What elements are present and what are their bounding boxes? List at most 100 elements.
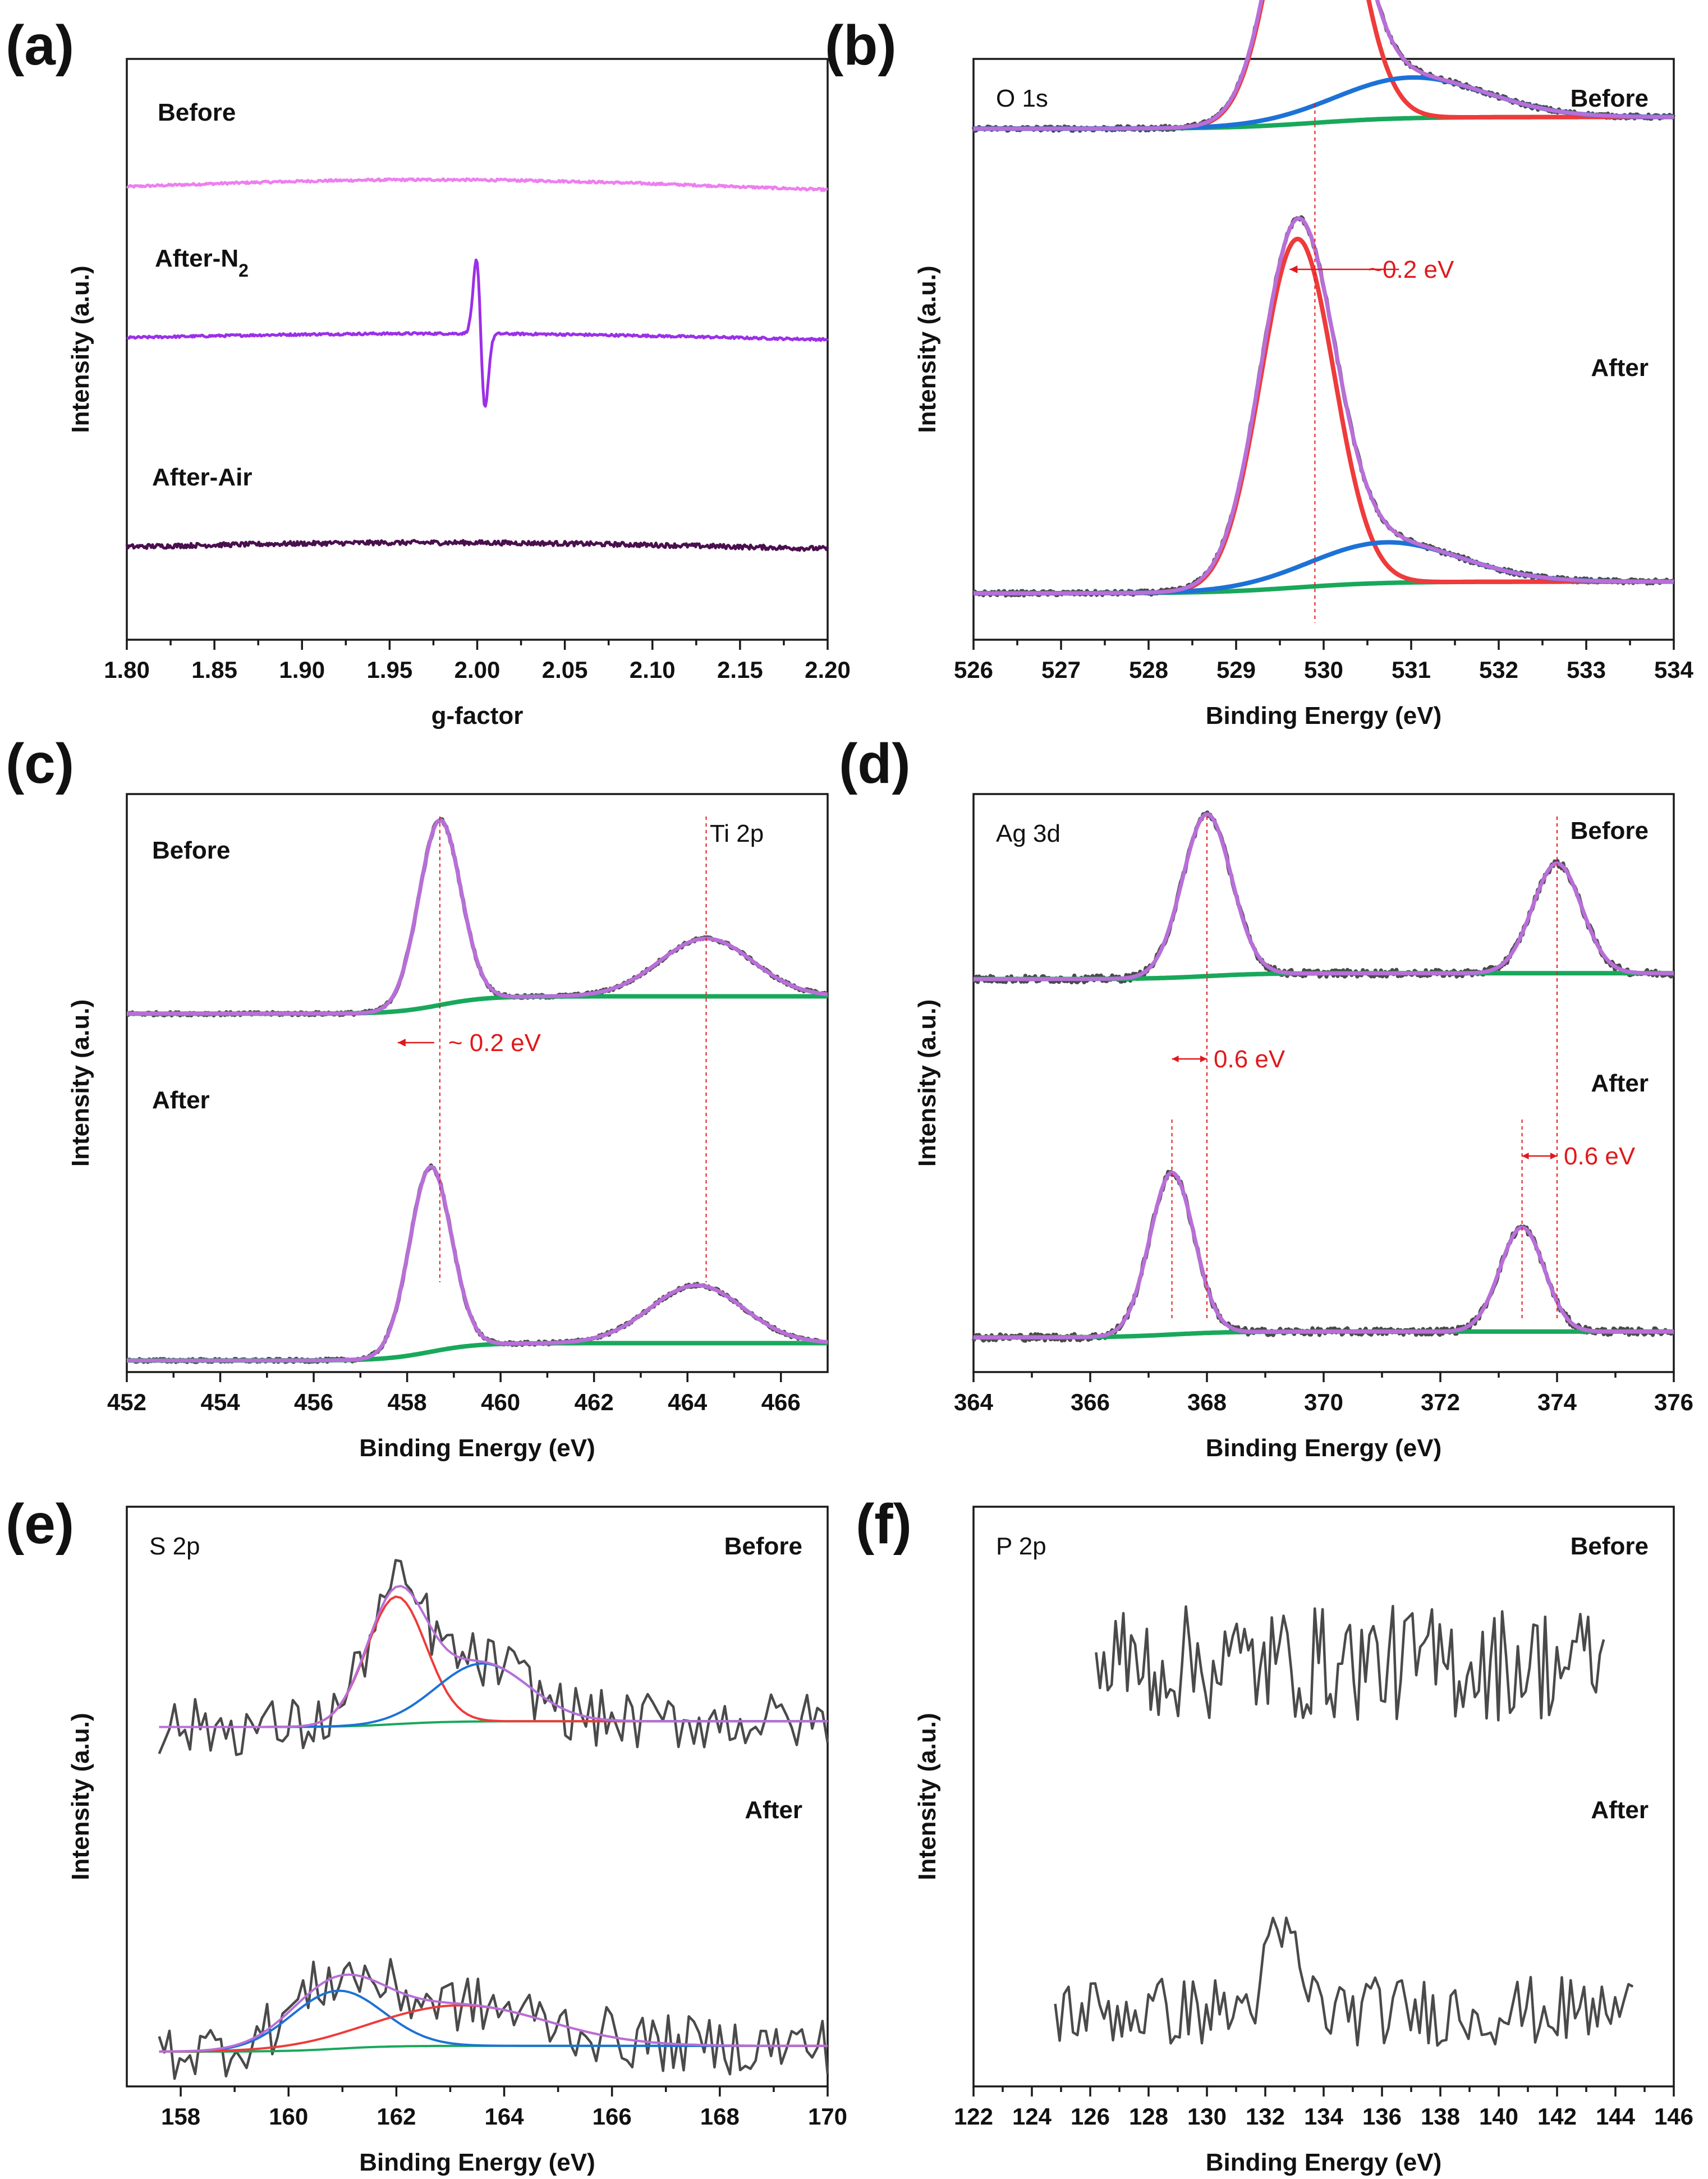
shift-arrowhead — [1289, 265, 1298, 273]
x-tick-label: 138 — [1421, 2103, 1460, 2130]
shift-arrowhead — [397, 1039, 406, 1047]
envelope-fit — [126, 1164, 828, 1363]
panel-b: 526 527 528 529 530 531 532 533 534 Binding Energ… — [825, 0, 1694, 730]
condition-label-before: Before — [158, 99, 236, 126]
raw-spectrum — [1054, 1916, 1634, 2047]
x-axis-label: Binding Energy (eV) — [359, 2149, 595, 2176]
x-tick-label: 134 — [1304, 2103, 1344, 2130]
x-tick-label: 529 — [1216, 657, 1256, 683]
x-tick-label: 168 — [700, 2103, 740, 2130]
condition-label-before: Before — [1571, 817, 1649, 845]
raw-spectrum — [158, 1559, 829, 1756]
element-label: O 1s — [996, 85, 1048, 112]
x-tick-label: 132 — [1246, 2103, 1285, 2130]
epr-trace-2 — [125, 539, 829, 552]
x-tick-label: 1.85 — [191, 657, 237, 683]
x-tick-label: 527 — [1041, 657, 1081, 683]
shift-arrowhead — [1200, 1056, 1207, 1062]
x-tick-label: 530 — [1304, 657, 1343, 683]
x-tick-label: 2.00 — [454, 657, 501, 683]
condition-label-after: After — [1591, 354, 1649, 382]
x-axis-label: Binding Energy (eV) — [1206, 702, 1441, 730]
x-tick-label: 466 — [761, 1389, 801, 1415]
raw-spectrum — [971, 1169, 1674, 1343]
x-tick-label: 170 — [808, 2103, 847, 2130]
condition-label-after-air: After-Air — [152, 464, 252, 491]
x-tick-label: 464 — [668, 1389, 708, 1415]
raw-spectrum — [158, 1958, 829, 2080]
x-tick-label: 158 — [161, 2103, 200, 2130]
condition-label-after-n2: After-N2 — [155, 245, 249, 281]
fit-component — [972, 0, 1675, 131]
panel-label: (e) — [6, 1493, 74, 1556]
plot-frame — [126, 793, 829, 1373]
x-tick-label: 122 — [954, 2103, 993, 2130]
shift-arrowhead — [1522, 1153, 1529, 1159]
x-tick-label: 140 — [1479, 2103, 1518, 2130]
x-tick-label: 454 — [200, 1389, 240, 1415]
x-tick-label: 1.90 — [279, 657, 325, 683]
panel-e: 158 160 162 164 166 168 170 Binding Energy (eV)… — [6, 1493, 847, 2176]
x-tick-label: 1.80 — [104, 657, 150, 683]
x-tick-label: 368 — [1187, 1389, 1227, 1415]
x-tick-label: 2.15 — [717, 657, 763, 683]
element-label: Ag 3d — [996, 820, 1060, 847]
x-tick-label: 136 — [1362, 2103, 1402, 2130]
x-tick-label: 130 — [1187, 2103, 1227, 2130]
panel-a: 1.80 1.85 1.90 1.95 2.00 2.05 2.10 2.15 2.20 g-fa… — [6, 14, 851, 730]
condition-label-before: Before — [152, 837, 230, 864]
panel-c: 452 454 456 458 460 462 464 466 Binding Energy (… — [6, 732, 829, 1462]
envelope-fit — [973, 1171, 1674, 1339]
envelope-fit — [973, 0, 1674, 131]
x-axis-label: g-factor — [431, 702, 524, 730]
x-tick-label: 452 — [107, 1389, 146, 1415]
x-tick-label: 533 — [1567, 657, 1606, 683]
x-tick-label: 126 — [1071, 2103, 1110, 2130]
shift-label: ~0.2 eV — [1368, 256, 1454, 283]
panel-label: (b) — [825, 14, 897, 77]
x-tick-label: 531 — [1392, 657, 1431, 683]
plot-frame — [126, 1506, 829, 2088]
x-tick-label: 2.10 — [630, 657, 676, 683]
x-tick-label: 458 — [388, 1389, 427, 1415]
x-tick-label: 144 — [1596, 2103, 1636, 2130]
raw-spectrum — [972, 810, 1674, 985]
background-line — [126, 1341, 829, 1363]
y-axis-label: Intensity (a.u.) — [67, 999, 94, 1167]
panel-d: 364 366 368 370 372 374 376 Binding Energy (eV)… — [839, 732, 1693, 1462]
x-tick-label: 376 — [1654, 1389, 1693, 1415]
raw-spectrum — [126, 817, 829, 1017]
panel-f: 122 124 126 128 130 132 134 136 138 140 142 144 146 B… — [856, 1493, 1693, 2176]
panel-label: (c) — [6, 732, 74, 795]
condition-label-after: After — [745, 1796, 802, 1824]
panel-label: (d) — [839, 732, 911, 795]
x-tick-label: 164 — [484, 2103, 524, 2130]
envelope-fit — [126, 818, 828, 1016]
condition-label-before: Before — [1571, 1533, 1649, 1560]
x-tick-label: 526 — [954, 657, 993, 683]
x-tick-label: 142 — [1537, 2103, 1577, 2130]
condition-label-after: After — [1591, 1070, 1649, 1097]
raw-spectrum — [1095, 1604, 1605, 1722]
x-tick-label: 160 — [269, 2103, 308, 2130]
after-n2-subscript: 2 — [238, 260, 249, 281]
plot-frame — [972, 58, 1675, 641]
after-n2-text: After-N — [155, 245, 238, 272]
y-axis-label: Intensity (a.u.) — [67, 1713, 94, 1880]
x-tick-label: 456 — [294, 1389, 333, 1415]
x-tick-label: 128 — [1129, 2103, 1168, 2130]
x-tick-label: 366 — [1071, 1389, 1110, 1415]
shift-label: 0.6 eV — [1564, 1143, 1636, 1170]
x-tick-label: 370 — [1304, 1389, 1343, 1415]
y-axis-label: Intensity (a.u.) — [913, 999, 941, 1167]
envelope-fit — [973, 216, 1674, 595]
x-tick-label: 532 — [1479, 657, 1518, 683]
envelope-fit — [973, 812, 1674, 981]
x-tick-label: 374 — [1537, 1389, 1577, 1415]
x-tick-label: 124 — [1012, 2103, 1052, 2130]
envelope-fit — [159, 1973, 828, 2053]
fit-component — [159, 1595, 828, 1728]
shift-arrowhead — [1172, 1056, 1179, 1062]
x-tick-label: 162 — [377, 2103, 416, 2130]
x-tick-label: 2.20 — [805, 657, 851, 683]
